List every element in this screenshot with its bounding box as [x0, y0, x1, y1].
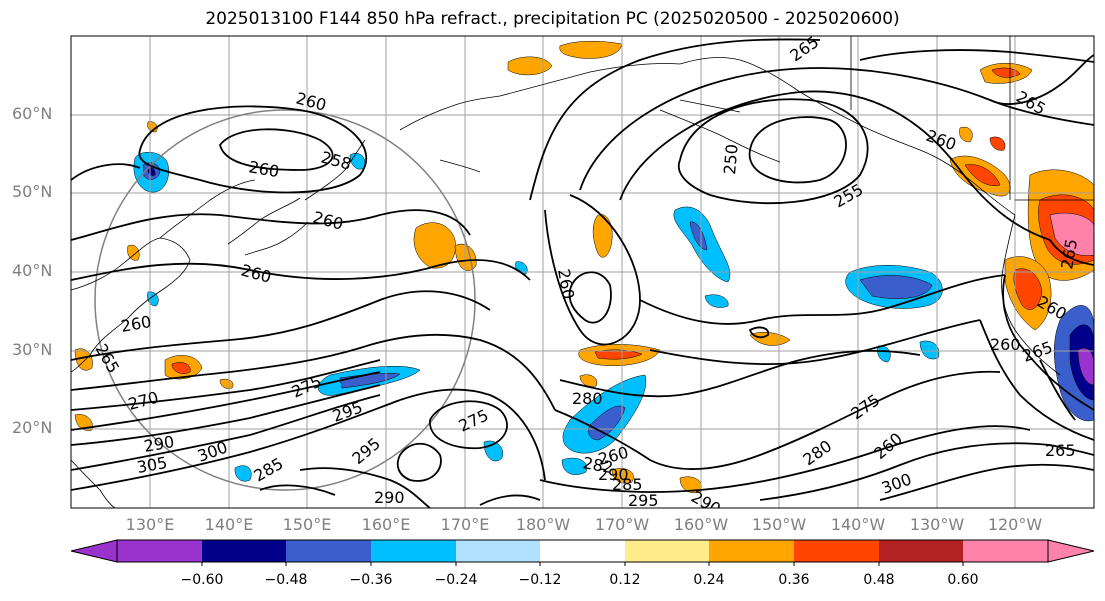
- lon-label: 130°E: [125, 515, 175, 534]
- lon-label: 140°E: [204, 515, 254, 534]
- colorbar-tick-label: 0.12: [609, 572, 641, 588]
- lat-label: 30°N: [12, 340, 53, 359]
- lon-label: 120°W: [987, 515, 1043, 534]
- colorbar-segment: [709, 540, 794, 562]
- map-title: 2025013100 F144 850 hPa refract., precip…: [205, 9, 900, 29]
- colorbar-segment: [963, 540, 1048, 562]
- colorbar-segment: [286, 540, 371, 562]
- colorbar-tick-label: 0.48: [863, 572, 895, 588]
- coastlines: [71, 36, 1094, 508]
- lat-label: 50°N: [12, 182, 53, 201]
- colorbar-tick-label: 0.60: [947, 572, 979, 588]
- map-frame: [70, 35, 1095, 509]
- colorbar-segment: [625, 540, 709, 562]
- map-plot-area: 265 258 260 260 260 260 250 255 260 260 …: [71, 36, 1094, 510]
- graticule: [71, 36, 1094, 508]
- lon-label: 130°W: [909, 515, 965, 534]
- contour-label: 265: [1045, 441, 1076, 460]
- colorbar-extend-right: [1047, 539, 1095, 563]
- lat-label: 60°N: [12, 104, 53, 123]
- lat-label: 20°N: [12, 418, 53, 437]
- contour-label: 285: [612, 475, 643, 494]
- range-circle: [94, 109, 476, 491]
- colorbar-segment: [456, 540, 540, 562]
- lon-label: 170°W: [594, 515, 650, 534]
- colorbar-tick-label: −0.60: [180, 572, 224, 588]
- colorbar-segment: [202, 540, 286, 562]
- contour-label: 260: [990, 335, 1021, 354]
- colorbar-segment: [117, 540, 202, 562]
- contour-label: 290: [374, 488, 405, 507]
- colorbar-tick-label: −0.48: [264, 572, 308, 588]
- contour-label: 295: [628, 491, 659, 510]
- colorbar-tick-label: −0.36: [349, 572, 393, 588]
- colorbar-tick-label: −0.24: [434, 572, 478, 588]
- lat-label: 40°N: [12, 261, 53, 280]
- lon-label: 170°E: [440, 515, 490, 534]
- lon-label: 160°W: [673, 515, 729, 534]
- colorbar-segment: [540, 540, 625, 562]
- lon-label: 150°E: [282, 515, 332, 534]
- colorbar: [70, 539, 1095, 566]
- contour-label: 290: [598, 465, 629, 484]
- precip-negative: [133, 152, 1094, 482]
- colorbar-extend-left: [70, 539, 118, 563]
- colorbar-tick-label: 0.24: [693, 572, 725, 588]
- lon-label: 140°W: [830, 515, 886, 534]
- colorbar-tick-label: 0.36: [778, 572, 810, 588]
- lon-label: 160°E: [361, 515, 411, 534]
- contour-label: 250: [720, 143, 742, 175]
- colorbar-tick-label: −0.12: [518, 572, 562, 588]
- colorbar-segment: [371, 540, 456, 562]
- lon-label: 180°W: [515, 515, 571, 534]
- contours: [71, 38, 1094, 508]
- colorbar-segment: [879, 540, 963, 562]
- lon-label: 150°W: [751, 515, 807, 534]
- colorbar-segment: [794, 540, 879, 562]
- contour-label: 280: [572, 389, 603, 408]
